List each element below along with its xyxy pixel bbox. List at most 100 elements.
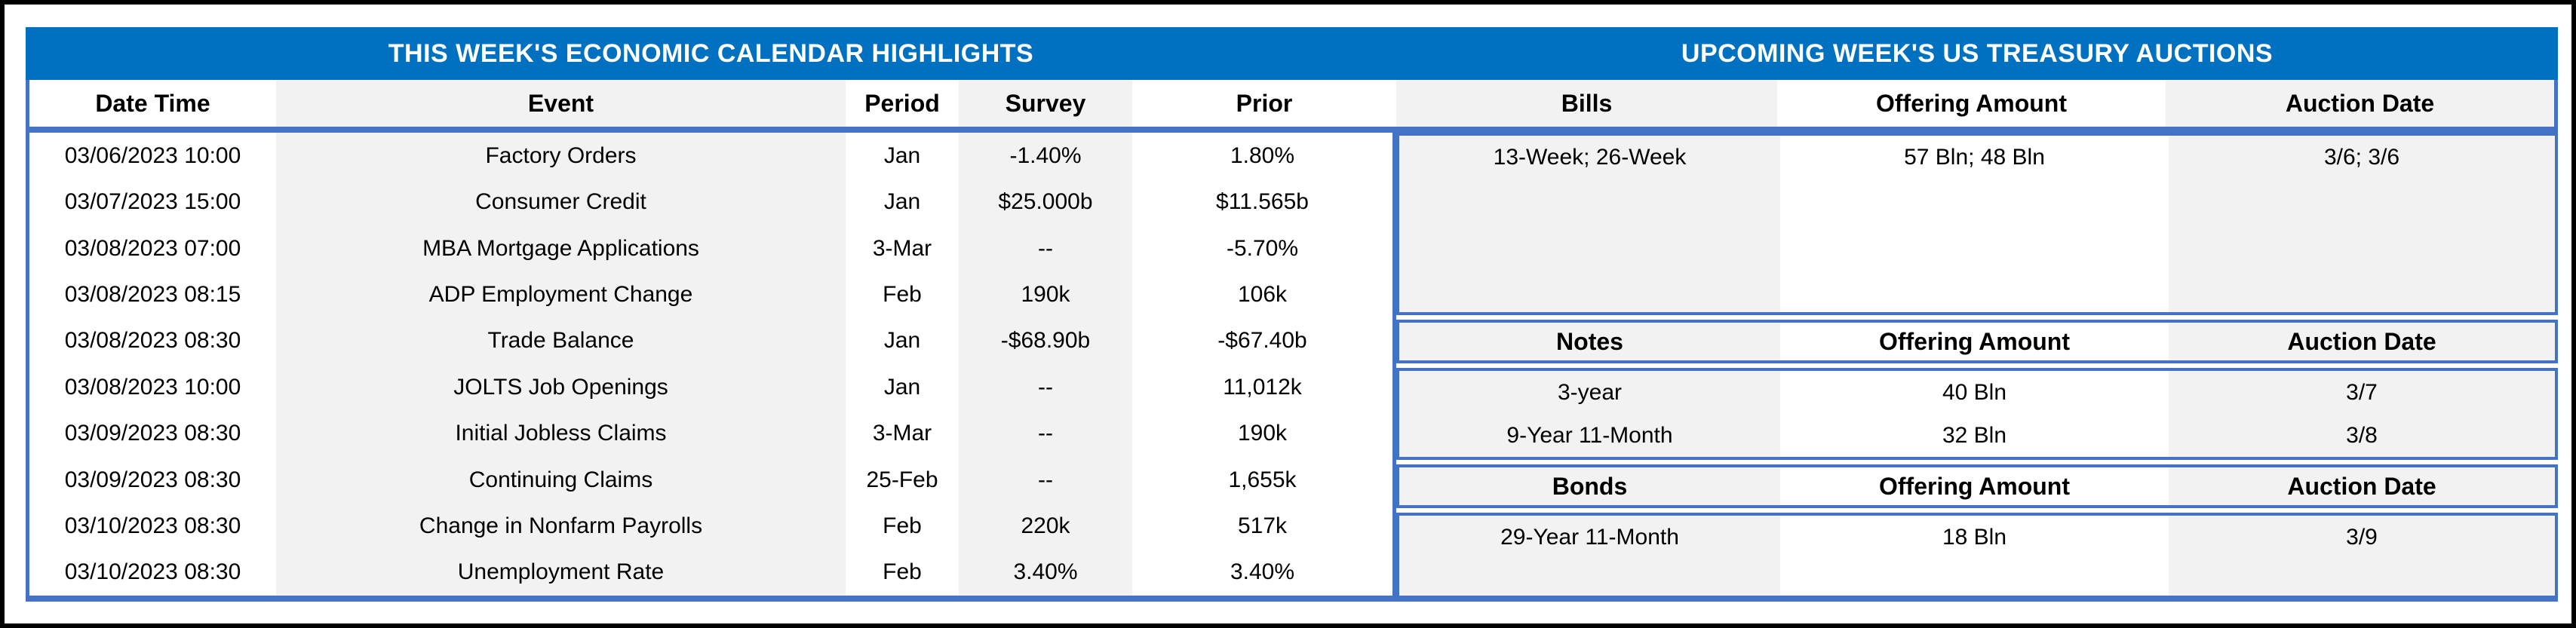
- cell-datetime: 03/09/2023 08:30: [29, 456, 276, 504]
- table-row: 03/09/2023 08:30 Continuing Claims 25-Fe…: [29, 456, 1392, 504]
- treasury-auctions-panel: 13-Week; 26-Week 57 Bln; 48 Bln 3/6; 3/6…: [1396, 133, 2558, 602]
- cell-survey: 220k: [959, 503, 1132, 550]
- header-period: Period: [846, 80, 959, 127]
- cell-event: Continuing Claims: [276, 456, 846, 504]
- cell-survey: --: [959, 225, 1132, 272]
- notes-data-box: 3-year 9-Year 11-Month 40 Bln 32 Bln 3/7…: [1396, 368, 2558, 460]
- cell-period: Feb: [846, 549, 959, 596]
- header-date-time: Date Time: [29, 80, 276, 127]
- bills-auction-date: 3/6; 3/6: [2323, 145, 2400, 170]
- cell-prior: 106k: [1132, 271, 1392, 318]
- table-row: 03/10/2023 08:30 Unemployment Rate Feb 3…: [29, 549, 1392, 596]
- bonds-header-box: Bonds Offering Amount Auction Date: [1396, 464, 2558, 508]
- cell-prior: 3.40%: [1132, 549, 1392, 596]
- cell-period: Jan: [846, 133, 959, 179]
- cell-datetime: 03/08/2023 08:15: [29, 271, 276, 318]
- header-survey: Survey: [959, 80, 1132, 127]
- cell-datetime: 03/10/2023 08:30: [29, 549, 276, 596]
- bonds-offering-header: Offering Amount: [1879, 472, 2070, 500]
- cell-period: 25-Feb: [846, 456, 959, 504]
- title-bar: THIS WEEK'S ECONOMIC CALENDAR HIGHLIGHTS…: [26, 27, 2558, 80]
- notes-header-box: Notes Offering Amount Auction Date: [1396, 320, 2558, 363]
- body-band: 03/06/2023 10:00 Factory Orders Jan -1.4…: [26, 133, 2558, 602]
- cell-period: Jan: [846, 364, 959, 411]
- table-row: 03/08/2023 10:00 JOLTS Job Openings Jan …: [29, 364, 1392, 411]
- notes-auction-date: 3/8: [2346, 422, 2378, 448]
- cell-event: Consumer Credit: [276, 179, 846, 225]
- cell-period: Feb: [846, 271, 959, 318]
- notes-security: 3-year: [1557, 379, 1623, 405]
- cell-event: MBA Mortgage Applications: [276, 225, 846, 272]
- header-event: Event: [276, 80, 846, 127]
- bonds-label: Bonds: [1552, 472, 1628, 500]
- table-row: 03/08/2023 07:00 MBA Mortgage Applicatio…: [29, 225, 1392, 272]
- header-offering-amount: Offering Amount: [1777, 80, 2166, 127]
- bills-offering: 57 Bln; 48 Bln: [1904, 145, 2045, 170]
- notes-auction-date: 3/7: [2346, 379, 2378, 405]
- cell-datetime: 03/08/2023 10:00: [29, 364, 276, 411]
- notes-date-header: Auction Date: [2287, 327, 2436, 355]
- table-row: 03/09/2023 08:30 Initial Jobless Claims …: [29, 410, 1392, 457]
- calendar-title: THIS WEEK'S ECONOMIC CALENDAR HIGHLIGHTS: [388, 38, 1034, 68]
- cell-event: Trade Balance: [276, 317, 846, 365]
- table-row: 03/08/2023 08:30 Trade Balance Jan -$68.…: [29, 317, 1392, 365]
- cell-event: Unemployment Rate: [276, 549, 846, 596]
- cell-period: 3-Mar: [846, 225, 959, 272]
- bills-data-box: 13-Week; 26-Week 57 Bln; 48 Bln 3/6; 3/6: [1396, 133, 2558, 315]
- cell-survey: --: [959, 410, 1132, 457]
- cell-event: Initial Jobless Claims: [276, 410, 846, 457]
- bonds-security: 29-Year 11-Month: [1500, 525, 1679, 550]
- bonds-data-box: 29-Year 11-Month 18 Bln 3/9: [1396, 513, 2558, 602]
- cell-survey: 190k: [959, 271, 1132, 318]
- cell-survey: --: [959, 456, 1132, 504]
- auctions-title: UPCOMING WEEK'S US TREASURY AUCTIONS: [1681, 38, 2274, 68]
- cell-prior: 1.80%: [1132, 133, 1392, 179]
- header-prior: Prior: [1132, 80, 1396, 127]
- cell-datetime: 03/08/2023 08:30: [29, 317, 276, 365]
- cell-prior: -5.70%: [1132, 225, 1392, 272]
- table-row: 03/08/2023 08:15 ADP Employment Change F…: [29, 271, 1392, 318]
- cell-survey: --: [959, 364, 1132, 411]
- table-row: 03/10/2023 08:30 Change in Nonfarm Payro…: [29, 503, 1392, 550]
- table-row: 03/07/2023 15:00 Consumer Credit Jan $25…: [29, 179, 1392, 225]
- cell-period: Feb: [846, 503, 959, 550]
- bills-security: 13-Week; 26-Week: [1493, 145, 1687, 170]
- economic-calendar-table: 03/06/2023 10:00 Factory Orders Jan -1.4…: [26, 133, 1396, 602]
- notes-offering: 32 Bln: [1942, 422, 2007, 448]
- cell-datetime: 03/09/2023 08:30: [29, 410, 276, 457]
- notes-label: Notes: [1556, 327, 1623, 355]
- header-band: Date Time Event Period Survey Prior Bill…: [26, 80, 2558, 127]
- report-content: THIS WEEK'S ECONOMIC CALENDAR HIGHLIGHTS…: [26, 27, 2558, 602]
- bonds-date-header: Auction Date: [2287, 472, 2436, 500]
- cell-survey: $25.000b: [959, 179, 1132, 225]
- cell-prior: 190k: [1132, 410, 1392, 457]
- cell-survey: -1.40%: [959, 133, 1132, 179]
- bonds-offering: 18 Bln: [1942, 525, 2007, 550]
- cell-prior: -$67.40b: [1132, 317, 1392, 365]
- notes-offering-header: Offering Amount: [1879, 327, 2070, 355]
- cell-datetime: 03/10/2023 08:30: [29, 503, 276, 550]
- notes-offering: 40 Bln: [1942, 379, 2007, 405]
- cell-datetime: 03/07/2023 15:00: [29, 179, 276, 225]
- cell-prior: 517k: [1132, 503, 1392, 550]
- table-row: 03/06/2023 10:00 Factory Orders Jan -1.4…: [29, 133, 1392, 179]
- cell-event: Change in Nonfarm Payrolls: [276, 503, 846, 550]
- cell-event: ADP Employment Change: [276, 271, 846, 318]
- cell-survey: -$68.90b: [959, 317, 1132, 365]
- cell-prior: $11.565b: [1132, 179, 1392, 225]
- bonds-auction-date: 3/9: [2346, 525, 2378, 550]
- cell-event: Factory Orders: [276, 133, 846, 179]
- cell-prior: 1,655k: [1132, 456, 1392, 504]
- notes-security: 9-Year 11-Month: [1506, 422, 1673, 448]
- cell-survey: 3.40%: [959, 549, 1132, 596]
- cell-event: JOLTS Job Openings: [276, 364, 846, 411]
- cell-period: Jan: [846, 179, 959, 225]
- header-bills: Bills: [1396, 80, 1777, 127]
- cell-period: Jan: [846, 317, 959, 365]
- header-underline: [26, 127, 2558, 133]
- header-auction-date: Auction Date: [2166, 80, 2554, 127]
- cell-datetime: 03/06/2023 10:00: [29, 133, 276, 179]
- cell-prior: 11,012k: [1132, 364, 1392, 411]
- cell-period: 3-Mar: [846, 410, 959, 457]
